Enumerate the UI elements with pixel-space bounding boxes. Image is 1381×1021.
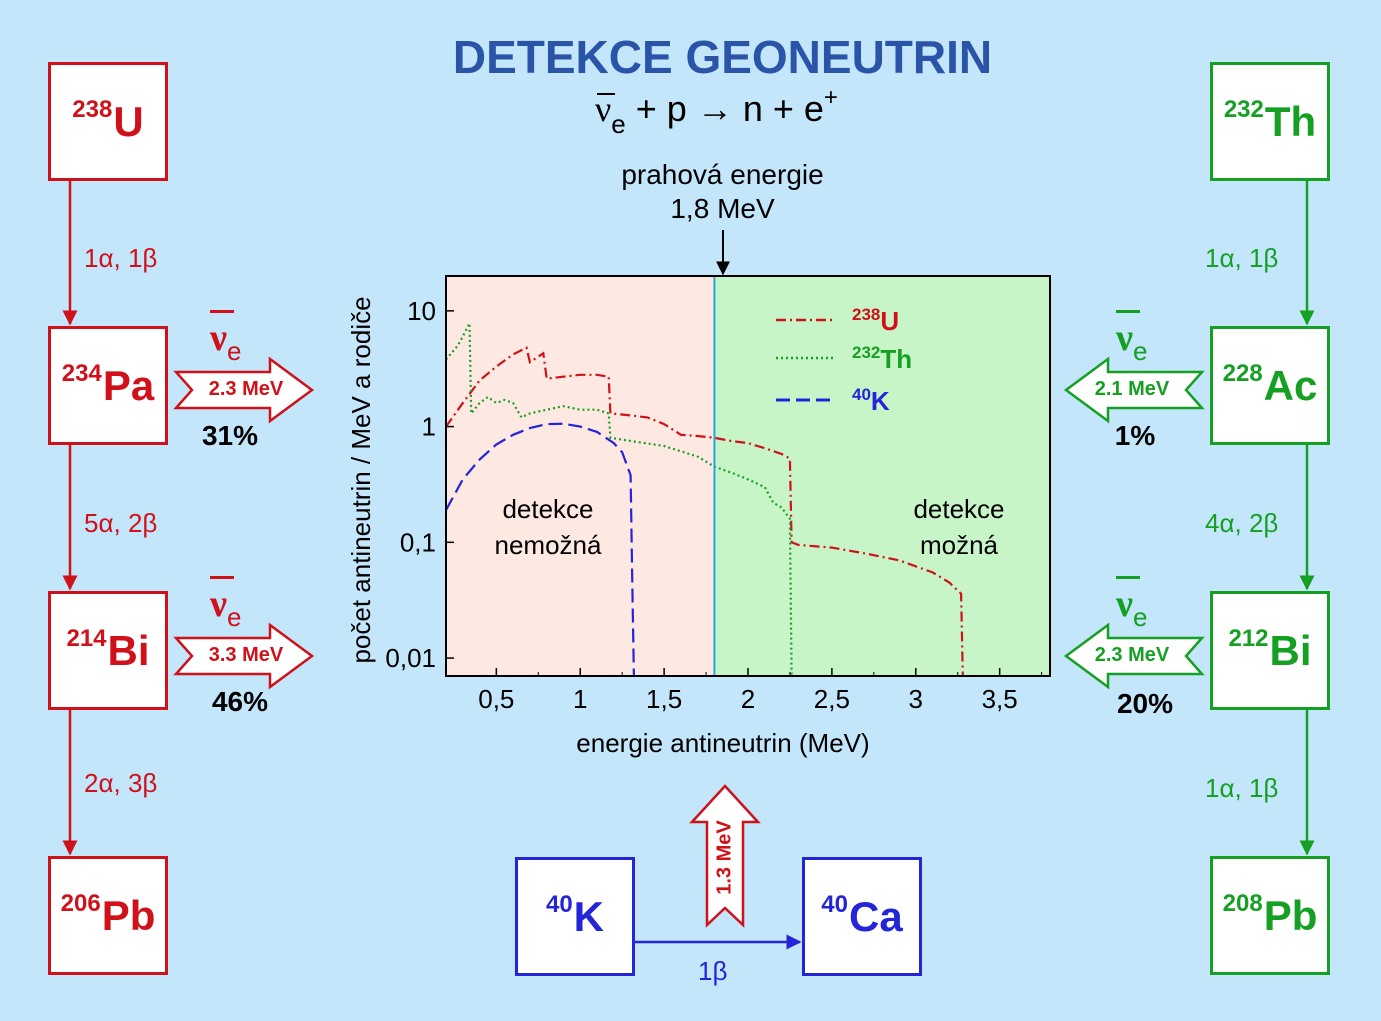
u-antineutrino-2: νe (210, 576, 241, 632)
nuclide-mass: 214 (66, 624, 107, 652)
u-step-1: 1α, 1β (84, 243, 158, 273)
nuclide-mass: 234 (61, 359, 102, 387)
nuclide-mass: 228 (1222, 359, 1263, 387)
reaction-equation: νe + p → n + e+ (595, 84, 838, 139)
nuclide-ca40: 40 Ca (802, 857, 922, 976)
reaction-rest: + p → n + e (635, 88, 824, 129)
u-antineutrino-1: νe (210, 310, 241, 366)
nuclide-mass: 232 (1223, 95, 1264, 123)
region-right-line2: možná (920, 530, 999, 560)
y-tick-label: 0,01 (385, 643, 436, 673)
th-step-1: 1α, 1β (1205, 243, 1279, 273)
th-energy-1: 2.1 MeV (1094, 378, 1170, 400)
th-energy-2: 2.3 MeV (1094, 644, 1170, 666)
x-axis-label: energie antineutrin (MeV) (576, 728, 869, 758)
k-emission-arrow (689, 784, 761, 928)
nuclide-mass: 40 (545, 890, 573, 918)
u-energy-2: 3.3 MeV (208, 644, 284, 666)
nuclide-mass: 206 (60, 889, 101, 917)
nuclide-k40: 40 K (515, 857, 635, 976)
nuclide-bi212: 212 Bi (1210, 591, 1330, 710)
u-step-3: 2α, 3β (84, 768, 158, 798)
th-step-2: 4α, 2β (1205, 508, 1279, 538)
th-emission-arrow-1 (1063, 356, 1205, 424)
page-title: DETEKCE GEONEUTRIN (452, 31, 993, 83)
u-emission-arrow-1 (173, 356, 315, 424)
nuclide-pb206: 206 Pb (48, 856, 168, 975)
nuclide-mass: 40 (821, 890, 848, 918)
nuclide-symbol: Ca (849, 892, 903, 940)
nuclide-symbol: Pb (1263, 891, 1318, 939)
th-percent-2: 20% (1116, 688, 1174, 719)
x-tick-label: 0,5 (478, 684, 514, 714)
nuclide-symbol: U (113, 97, 144, 145)
x-tick-label: 2,5 (814, 684, 850, 714)
nuclide-symbol: Ac (1263, 361, 1318, 409)
nuclide-mass: 212 (1228, 624, 1269, 652)
y-tick-label: 10 (407, 296, 436, 326)
u-step-2: 5α, 2β (84, 508, 158, 538)
y-tick-label: 0,1 (400, 527, 436, 557)
region-detectable (714, 276, 1050, 676)
nuclide-symbol: Pa (102, 361, 155, 409)
legend-k-label: 40K (852, 385, 890, 416)
nuclide-bi214: 214 Bi (48, 591, 168, 710)
u-energy-1: 2.3 MeV (208, 378, 284, 400)
region-right-line1: detekce (913, 494, 1004, 524)
nuclide-symbol: Pb (101, 891, 156, 939)
reaction-subscript: e (611, 109, 626, 139)
nuclide-u238: 238 U (48, 62, 168, 181)
nuclide-mass: 238 (72, 95, 113, 123)
k-energy: 1.3 MeV (713, 820, 736, 895)
nuclide-symbol: K (573, 892, 605, 940)
nuclide-symbol: Th (1264, 97, 1317, 145)
k-step: 1β (698, 956, 728, 986)
nuclide-pa234: 234 Pa (48, 326, 168, 445)
nuclide-pb208: 208 Pb (1210, 856, 1330, 975)
u-emission-arrow-2 (173, 622, 315, 690)
series-line-u (445, 346, 964, 677)
th-percent-1: 1% (1114, 420, 1156, 451)
th-antineutrino-1: νe (1116, 310, 1147, 366)
reaction-antineutrino-symbol: ν (595, 89, 615, 129)
region-left-line2: nemožná (495, 530, 602, 560)
region-left-line1: detekce (502, 494, 593, 524)
x-tick-label: 1 (573, 684, 587, 714)
reaction-superscript: + (823, 84, 838, 111)
x-tick-label: 3,5 (982, 684, 1018, 714)
series-line-k (445, 422, 635, 677)
legend-th-label: 232Th (852, 343, 912, 374)
th-emission-arrow-2 (1063, 622, 1205, 690)
u-percent-2: 46% (211, 686, 269, 717)
legend-u-label: 238U (852, 305, 899, 336)
region-undetectable (446, 276, 715, 676)
y-tick-label: 1 (422, 412, 436, 442)
threshold-line1: prahová energie (621, 159, 824, 190)
nuclide-mass: 208 (1222, 889, 1263, 917)
spectrum-chart: 0,5 1 1,5 2 2,5 3 3,5 10 1 0,1 0,01 počet antineut… (346, 275, 1051, 758)
u-percent-1: 31% (201, 420, 259, 451)
threshold-label: prahová energie 1,8 MeV (560, 158, 885, 226)
threshold-line2: 1,8 MeV (670, 193, 775, 224)
nuclide-symbol: Bi (1269, 626, 1312, 674)
x-tick-label: 2 (741, 684, 755, 714)
nuclide-th232: 232 Th (1210, 62, 1330, 181)
y-axis-label: počet antineutrin / MeV a rodiče (346, 296, 376, 663)
th-antineutrino-2: νe (1116, 576, 1147, 632)
x-tick-label: 3 (909, 684, 923, 714)
nuclide-symbol: Bi (107, 626, 150, 674)
nuclide-ac228: 228 Ac (1210, 326, 1330, 445)
x-tick-label: 1,5 (646, 684, 682, 714)
th-step-3: 1α, 1β (1205, 773, 1279, 803)
